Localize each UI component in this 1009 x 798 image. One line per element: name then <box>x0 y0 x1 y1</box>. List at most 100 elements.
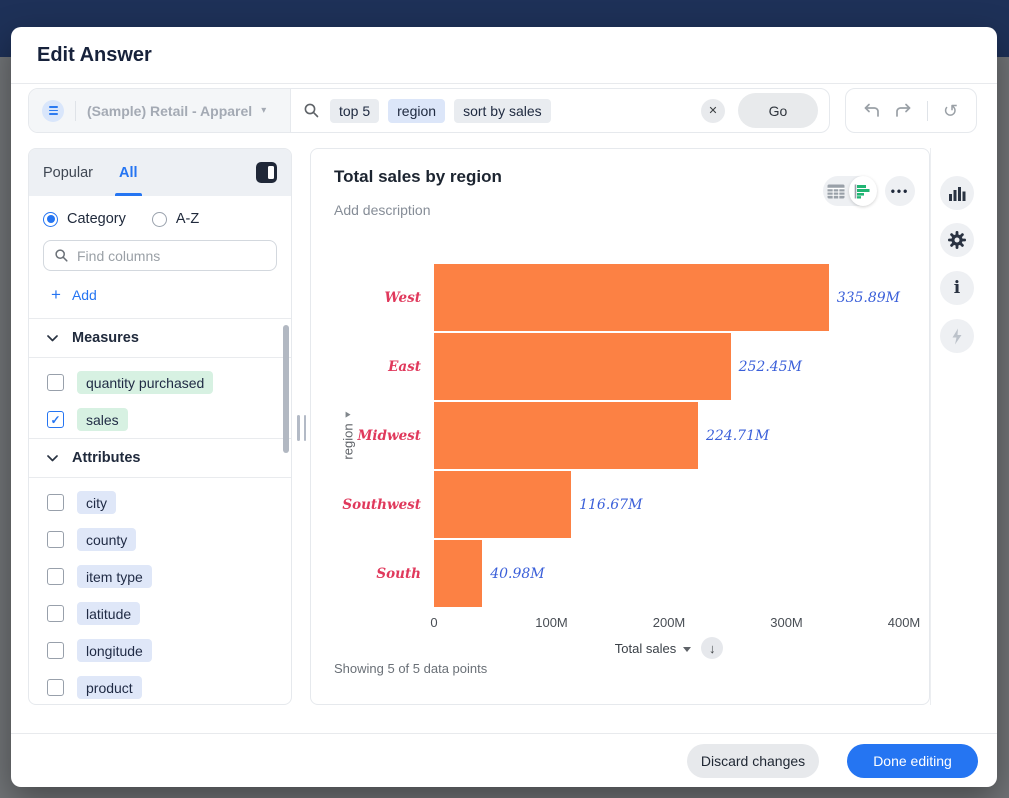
chart-bar-row: South 40.98M <box>311 539 931 608</box>
column-pill[interactable]: longitude <box>77 639 152 662</box>
columns-sidebar: Popular All Category A-Z + Add Measures ✓ qu… <box>28 148 292 705</box>
divider <box>75 100 76 121</box>
column-sections: Measures ✓ quantity purchased ✓ sales Attribu… <box>29 318 291 704</box>
lightning-icon <box>952 328 962 344</box>
chart-bar-row: Midwest 224.71M <box>311 401 931 470</box>
bar[interactable] <box>434 471 572 538</box>
search-icon <box>303 102 320 119</box>
settings-button[interactable] <box>940 223 974 257</box>
spotiq-button[interactable] <box>940 319 974 353</box>
bar-chart-icon <box>949 187 966 201</box>
value-label: 116.67M <box>579 496 643 513</box>
visualization-toggle <box>823 176 877 206</box>
details-button[interactable]: i <box>940 271 974 305</box>
clear-search-button[interactable]: ✕ <box>701 98 725 123</box>
x-tick-label: 400M <box>887 615 921 630</box>
column-pill[interactable]: county <box>77 528 137 551</box>
section-items-measures: ✓ quantity purchased ✓ sales <box>29 358 291 438</box>
chart-bar-row: West 335.89M <box>311 263 931 332</box>
value-label: 335.89M <box>836 289 901 306</box>
checkbox[interactable]: ✓ <box>47 568 64 585</box>
section-header-attributes[interactable]: Attributes <box>29 438 291 478</box>
bar[interactable] <box>434 540 483 607</box>
more-options-button[interactable]: ••• <box>885 176 915 206</box>
value-label: 224.71M <box>706 427 770 444</box>
datasource-icon <box>42 99 64 122</box>
data-points-status: Showing 5 of 5 data points <box>334 661 488 676</box>
column-pill[interactable]: quantity purchased <box>77 371 214 394</box>
sort-mode-radios: Category A-Z <box>29 196 291 227</box>
history-controls: ↺ <box>845 88 977 133</box>
query-token[interactable]: sort by sales <box>454 98 551 123</box>
find-columns-input[interactable] <box>77 247 266 264</box>
chevron-down-icon: ▾ <box>261 105 267 116</box>
checkbox[interactable]: ✓ <box>47 531 64 548</box>
x-axis-title[interactable]: Total sales <box>614 640 677 656</box>
column-pill[interactable]: latitude <box>77 602 141 625</box>
chevron-down-icon[interactable] <box>683 646 692 652</box>
column-row: ✓ city <box>29 484 291 521</box>
column-pill[interactable]: city <box>77 491 116 514</box>
sort-option-a-z[interactable]: A-Z <box>151 211 200 227</box>
table-view-icon[interactable] <box>823 176 849 206</box>
radio-icon <box>151 211 167 227</box>
search-icon <box>54 248 69 263</box>
query-token[interactable]: top 5 <box>330 98 380 123</box>
panel-resize-handle[interactable] <box>297 415 306 441</box>
section-title: Attributes <box>72 450 141 466</box>
checkbox[interactable]: ✓ <box>47 679 64 696</box>
chevron-down-icon <box>47 334 58 341</box>
checkbox[interactable]: ✓ <box>47 605 64 622</box>
reset-button[interactable]: ↺ <box>942 100 959 121</box>
checkbox[interactable]: ✓ <box>47 642 64 659</box>
column-row: ✓ county <box>29 521 291 558</box>
bar[interactable] <box>434 264 829 331</box>
collapse-panel-icon[interactable] <box>256 162 277 183</box>
column-pill[interactable]: item type <box>77 565 152 588</box>
sort-option-category[interactable]: Category <box>43 211 126 227</box>
sort-direction-button[interactable]: ↓ <box>701 637 724 659</box>
divider <box>926 100 928 121</box>
sidebar-tab-all[interactable]: All <box>115 149 141 196</box>
discard-changes-button[interactable]: Discard changes <box>687 744 819 778</box>
sidebar-scrollbar[interactable] <box>283 325 289 453</box>
sidebar-tab-popular[interactable]: Popular <box>43 164 93 181</box>
modal-header: Edit Answer <box>11 27 997 84</box>
done-editing-button[interactable]: Done editing <box>847 744 978 778</box>
checkbox[interactable]: ✓ <box>47 411 64 428</box>
checkbox[interactable]: ✓ <box>47 374 64 391</box>
chart-bar-row: Southwest 116.67M <box>311 470 931 539</box>
column-row: ✓ item type <box>29 558 291 595</box>
query-token[interactable]: region <box>388 98 446 123</box>
checkbox[interactable]: ✓ <box>47 494 64 511</box>
go-button[interactable]: Go <box>738 93 818 128</box>
search-tokens: top 5 region sort by sales <box>330 98 560 123</box>
search-query-bar: (Sample) Retail - Apparel ▾ top 5 region s… <box>28 88 830 133</box>
info-icon: i <box>953 277 961 298</box>
bar-chart-view-icon[interactable] <box>848 176 877 206</box>
datasource-selector[interactable]: (Sample) Retail - Apparel ▾ <box>29 89 291 132</box>
bar[interactable] <box>434 402 698 469</box>
chevron-down-icon <box>47 454 58 461</box>
right-toolbar: i <box>930 148 980 705</box>
footer-divider <box>11 733 997 734</box>
section-header-measures[interactable]: Measures <box>29 318 291 358</box>
column-row: ✓ sales <box>29 401 291 438</box>
find-columns-box <box>43 240 277 271</box>
x-tick-label: 300M <box>770 615 803 630</box>
search-input-area[interactable]: top 5 region sort by sales ✕ Go <box>291 89 829 132</box>
redo-button[interactable] <box>893 100 915 122</box>
radio-icon <box>43 211 58 227</box>
chart-title: Total sales by region <box>334 167 502 186</box>
chart-rows: West 335.89M East 252.45M Midwest 224.71M Sout… <box>311 263 931 608</box>
add-description-placeholder[interactable]: Add description <box>334 202 431 218</box>
radio-label: A-Z <box>175 211 200 227</box>
add-column-button[interactable]: + Add <box>51 285 97 304</box>
undo-button[interactable] <box>861 100 883 122</box>
value-label: 252.45M <box>738 358 802 375</box>
configure-chart-button[interactable] <box>940 176 974 210</box>
column-pill[interactable]: sales <box>77 408 128 431</box>
column-pill[interactable]: product <box>77 676 142 699</box>
category-label: Southwest <box>342 496 421 513</box>
bar[interactable] <box>434 333 731 400</box>
